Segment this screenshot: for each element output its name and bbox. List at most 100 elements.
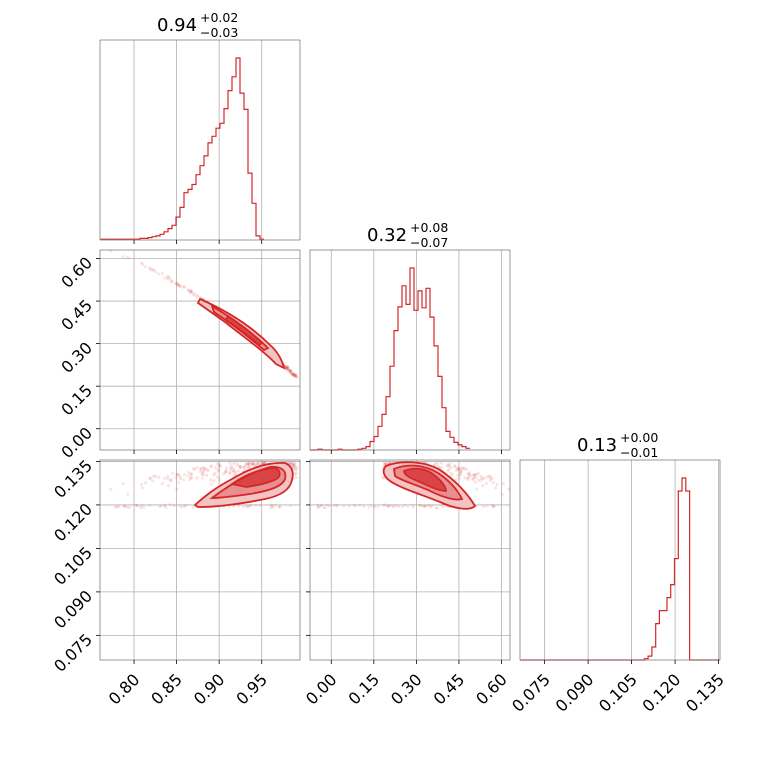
scatter-point-p2-p3 <box>387 504 391 508</box>
x-tick-label-p1-2: 0.90 <box>190 670 229 709</box>
scatter-point-p1-p3 <box>148 504 152 507</box>
scatter-point-p1-p3 <box>232 469 237 473</box>
scatter-point-p1-p3 <box>294 468 298 472</box>
scatter-point-p1-p2 <box>291 372 295 376</box>
scatter-point-p2-p3 <box>447 468 451 472</box>
title-param-3-minus: −0.01 <box>620 445 658 460</box>
scatter-point-p2-p3 <box>449 471 453 475</box>
scatter-point-p2-p3 <box>486 474 491 478</box>
scatter-point-p2-p3 <box>342 505 345 508</box>
title-param-3-plus: +0.00 <box>620 430 658 445</box>
scatter-point-p1-p3 <box>184 503 188 507</box>
scatter-point-p1-p2 <box>292 373 296 377</box>
scatter-point-p1-p3 <box>189 472 193 476</box>
scatter-point-p1-p2 <box>286 366 290 370</box>
scatter-point-p2-p3 <box>353 504 357 508</box>
scatter-point-p1-p2 <box>291 373 295 378</box>
scatter-point-p1-p2 <box>160 272 164 276</box>
scatter-point-p1-p2 <box>175 281 179 285</box>
scatter-point-p2-p3 <box>440 461 444 465</box>
scatter-point-p1-p3 <box>139 482 144 487</box>
x-tick-label-p3-1: 0.090 <box>552 670 598 716</box>
scatter-point-p1-p2 <box>285 366 289 370</box>
panel-frame-r2c1 <box>309 459 511 661</box>
scatter-point-p1-p3 <box>150 479 155 483</box>
scatter-point-p2-p3 <box>418 503 422 507</box>
scatter-point-p1-p3 <box>250 462 254 467</box>
frame-layer <box>99 39 721 661</box>
scatter-point-p1-p3 <box>294 471 298 475</box>
scatter-point-p2-p3 <box>481 484 485 488</box>
scatter-point-p2-p3 <box>423 504 426 508</box>
scatter-point-p1-p3 <box>152 474 156 478</box>
scatter-point-p2-p3 <box>492 505 496 508</box>
scatter-point-p1-p3 <box>224 469 228 473</box>
scatter-point-p1-p3 <box>182 473 186 477</box>
scatter-point-p1-p3 <box>136 504 140 508</box>
scatter-point-p1-p3 <box>171 471 175 475</box>
scatter-point-p1-p3 <box>174 476 178 480</box>
scatter-point-p1-p3 <box>121 481 125 486</box>
scatter-point-p1-p2 <box>176 283 180 287</box>
scatter-point-p2-p3 <box>466 476 470 480</box>
scatter-point-p1-p3 <box>216 469 220 473</box>
y-tick-label-p3-2: 0.105 <box>50 543 96 589</box>
scatter-point-p1-p2 <box>295 375 299 379</box>
scatter-point-p1-p3 <box>126 506 130 510</box>
scatter-point-p2-p3 <box>411 505 415 509</box>
scatter-point-p2-p3 <box>401 505 404 509</box>
scatter-point-p2-p3 <box>454 468 458 472</box>
scatter-point-p1-p2 <box>285 366 289 370</box>
scatter-point-p2-p3 <box>457 466 461 470</box>
scatter-point-p1-p2 <box>182 285 186 289</box>
scatter-point-p2-p3 <box>495 482 499 487</box>
scatter-point-p1-p3 <box>247 461 251 465</box>
x-tick-label-p2-4: 0.60 <box>472 670 511 709</box>
scatter-point-p1-p3 <box>293 472 297 476</box>
scatter-point-p1-p3 <box>248 504 252 508</box>
scatter-point-p1-p3 <box>246 504 250 508</box>
scatter-point-p2-p3 <box>391 505 395 509</box>
scatter-point-p1-p2 <box>163 276 167 280</box>
scatter-point-p2-p3 <box>327 505 331 508</box>
scatter-point-p1-p3 <box>159 504 163 508</box>
scatter-point-p1-p2 <box>121 255 125 259</box>
title-param-2-minus: −0.07 <box>410 235 448 250</box>
y-tick-label-p3-1: 0.090 <box>50 586 96 632</box>
title-param-2: 0.32 <box>367 225 407 246</box>
scatter-point-p1-p3 <box>140 504 144 507</box>
contour-panel-p2-p3 <box>382 461 477 510</box>
scatter-point-p1-p3 <box>135 503 139 507</box>
scatter-point-p2-p3 <box>484 475 488 479</box>
x-tick-label-p2-0: 0.00 <box>302 670 341 709</box>
scatter-point-p2-p3 <box>422 504 425 508</box>
scatter-point-p1-p2 <box>195 293 199 297</box>
scatter-point-p2-p3 <box>449 466 453 470</box>
scatter-point-p1-p3 <box>166 474 170 478</box>
scatter-point-p2-p3 <box>468 474 472 478</box>
scatter-point-p1-p3 <box>189 476 193 480</box>
scatter-point-p1-p3 <box>116 505 120 509</box>
scatter-point-p2-p3 <box>459 469 463 473</box>
scatter-point-p2-p3 <box>420 504 424 508</box>
scatter-point-p2-p3 <box>484 482 488 486</box>
scatter-point-p1-p3 <box>270 503 274 507</box>
x-tick-label-p2-3: 0.45 <box>430 670 469 709</box>
scatter-point-p2-p3 <box>376 505 380 509</box>
scatter-point-p1-p3 <box>246 462 250 466</box>
scatter-point-p1-p3 <box>175 472 179 476</box>
scatter-point-p1-p2 <box>284 367 289 371</box>
scatter-point-p1-p3 <box>233 472 237 476</box>
scatter-point-p2-p3 <box>403 504 407 507</box>
scatter-point-p2-p3 <box>494 486 498 490</box>
scatter-point-p1-p3 <box>249 503 253 507</box>
scatter-point-p1-p3 <box>254 504 258 508</box>
scatter-point-p1-p2 <box>287 368 291 372</box>
scatter-point-p2-p3 <box>456 467 460 472</box>
scatter-point-p1-p2 <box>182 285 186 289</box>
scatter-point-p1-p2 <box>286 367 290 371</box>
scatter-point-p1-p3 <box>203 466 207 471</box>
scatter-point-p1-p2 <box>189 289 193 293</box>
scatter-point-p1-p3 <box>166 477 170 481</box>
scatter-point-p2-p3 <box>475 487 479 491</box>
